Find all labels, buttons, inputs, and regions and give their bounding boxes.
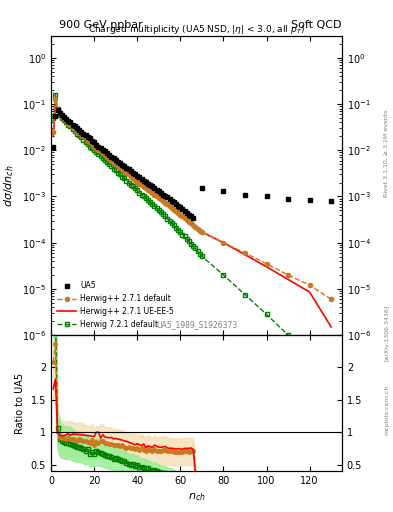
UA5	[105, 150, 110, 156]
Herwig 7.2.1 default	[329, 371, 334, 377]
Herwig++ 2.7.1 UE-EE-5	[109, 155, 114, 161]
Herwig 7.2.1 default	[137, 190, 142, 196]
Line: Herwig++ 2.7.1 UE-EE-5: Herwig++ 2.7.1 UE-EE-5	[53, 104, 331, 327]
Herwig++ 2.7.1 UE-EE-5	[329, 324, 334, 330]
Title: Charged multiplicity (UA5 NSD, $|\eta|$ < 3.0, all $p_T$): Charged multiplicity (UA5 NSD, $|\eta|$ …	[88, 23, 305, 36]
Herwig++ 2.7.1 UE-EE-5	[68, 120, 73, 126]
Herwig++ 2.7.1 default	[182, 215, 187, 221]
UA5	[191, 215, 196, 221]
UA5	[221, 188, 226, 194]
Line: Herwig 7.2.1 default: Herwig 7.2.1 default	[51, 93, 333, 376]
Y-axis label: $d\sigma/dn_{ch}$: $d\sigma/dn_{ch}$	[3, 164, 17, 207]
Herwig 7.2.1 default	[53, 92, 58, 98]
Line: UA5: UA5	[51, 108, 333, 220]
Text: mcplots.cern.ch: mcplots.cern.ch	[384, 385, 389, 435]
UA5	[88, 135, 92, 141]
Herwig 7.2.1 default	[182, 233, 187, 239]
Herwig 7.2.1 default	[109, 163, 114, 169]
Text: Soft QCD: Soft QCD	[292, 20, 342, 30]
Herwig 7.2.1 default	[51, 115, 55, 121]
Herwig++ 2.7.1 default	[68, 121, 73, 127]
Herwig++ 2.7.1 default	[161, 198, 165, 204]
UA5	[51, 143, 55, 150]
Text: UA5_1989_S1926373: UA5_1989_S1926373	[156, 320, 237, 329]
Y-axis label: Ratio to UA5: Ratio to UA5	[15, 372, 25, 434]
UA5	[329, 198, 334, 204]
Herwig 7.2.1 default	[161, 211, 165, 218]
UA5	[55, 107, 60, 113]
Legend: UA5, Herwig++ 2.7.1 default, Herwig++ 2.7.1 UE-EE-5, Herwig 7.2.1 default: UA5, Herwig++ 2.7.1 default, Herwig++ 2.…	[55, 279, 176, 331]
UA5	[182, 208, 187, 214]
Herwig++ 2.7.1 UE-EE-5	[53, 101, 58, 107]
Text: [arXiv:1306.3436]: [arXiv:1306.3436]	[384, 305, 389, 361]
Herwig++ 2.7.1 default	[329, 296, 334, 302]
X-axis label: $n_{ch}$: $n_{ch}$	[187, 492, 206, 503]
Herwig++ 2.7.1 UE-EE-5	[137, 179, 142, 185]
Herwig++ 2.7.1 default	[53, 96, 58, 102]
Herwig++ 2.7.1 default	[156, 195, 161, 201]
Herwig 7.2.1 default	[156, 207, 161, 214]
UA5	[187, 212, 191, 218]
Text: 900 GeV ppbar: 900 GeV ppbar	[59, 20, 143, 30]
Herwig++ 2.7.1 UE-EE-5	[156, 194, 161, 200]
Herwig++ 2.7.1 UE-EE-5	[161, 197, 165, 203]
Herwig++ 2.7.1 default	[109, 158, 114, 164]
Line: Herwig++ 2.7.1 default: Herwig++ 2.7.1 default	[51, 97, 333, 301]
Text: Rivet 3.1.10, ≥ 3.1M events: Rivet 3.1.10, ≥ 3.1M events	[384, 110, 389, 197]
Herwig++ 2.7.1 UE-EE-5	[182, 214, 187, 220]
UA5	[130, 169, 135, 176]
Herwig 7.2.1 default	[68, 123, 73, 130]
Herwig++ 2.7.1 default	[51, 129, 55, 135]
Herwig++ 2.7.1 default	[137, 181, 142, 187]
Herwig++ 2.7.1 UE-EE-5	[51, 133, 55, 139]
